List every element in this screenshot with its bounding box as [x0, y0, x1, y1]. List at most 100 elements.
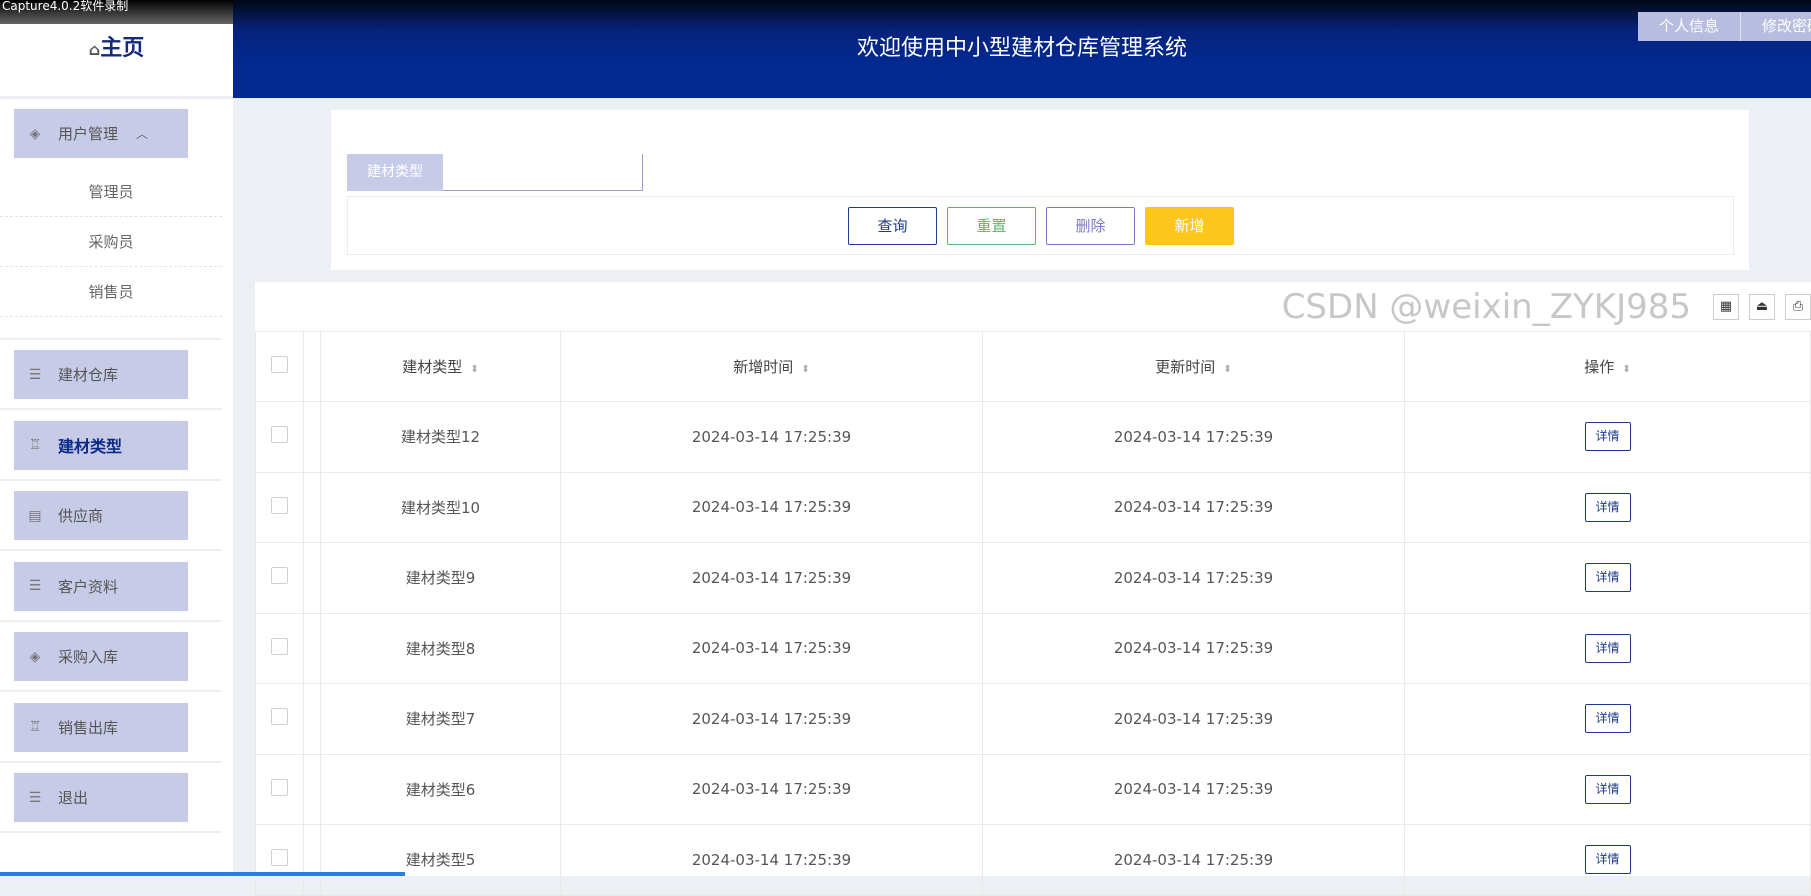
cell-updated: 2024-03-14 17:25:39 [982, 824, 1405, 896]
table-row: 建材类型9 2024-03-14 17:25:39 2024-03-14 17:… [255, 542, 1811, 614]
sidebar-subitem-seller[interactable]: 销售员 [0, 267, 222, 317]
select-all-checkbox[interactable] [271, 356, 288, 373]
cell-updated: 2024-03-14 17:25:39 [982, 683, 1405, 755]
row-checkbox[interactable] [271, 426, 288, 444]
capture-overlay: Capture4.0.2软件录制 [0, 0, 233, 24]
row-checkbox[interactable] [271, 849, 288, 867]
table-row: 建材类型8 2024-03-14 17:25:39 2024-03-14 17:… [255, 612, 1811, 684]
change-password-button[interactable]: 修改密码 [1741, 12, 1811, 41]
add-button[interactable]: 新增 [1145, 207, 1234, 245]
sidebar-subitem-purchaser[interactable]: 采购员 [0, 217, 222, 267]
watermark: CSDN @weixin_ZYKJ985 [1281, 287, 1691, 327]
cell-created: 2024-03-14 17:25:39 [560, 824, 983, 896]
row-checkbox[interactable] [271, 637, 288, 655]
home-link[interactable]: ⌂主页 [88, 36, 145, 61]
details-button[interactable]: 详情 [1584, 704, 1631, 734]
row-checkbox[interactable] [271, 708, 288, 726]
columns-icon[interactable]: ▦ [1713, 294, 1739, 320]
print-icon[interactable]: ⎙ [1785, 294, 1811, 320]
sidebar-subitem-admin[interactable]: 管理员 [0, 167, 222, 217]
alarm-icon: ♖ [28, 719, 42, 735]
divider [0, 338, 222, 340]
divider [0, 760, 222, 763]
sidebar-item-2[interactable]: ▤ 供应商 [14, 491, 188, 540]
sidebar-item-1[interactable]: ♖ 建材类型 [14, 420, 188, 470]
sidebar-item-user-management[interactable]: ◈ 用户管理 ︿ [14, 109, 188, 158]
horizontal-scrollbar[interactable] [0, 872, 405, 876]
cell-type: 建材类型7 [320, 683, 561, 755]
page-title: 欢迎使用中小型建材仓库管理系统 [856, 36, 1187, 61]
table-row: 建材类型12 2024-03-14 17:25:39 2024-03-14 17… [255, 401, 1811, 473]
export-icon[interactable]: ⏏ [1749, 294, 1775, 320]
table-row: 建材类型7 2024-03-14 17:25:39 2024-03-14 17:… [255, 683, 1811, 755]
column-header-updated[interactable]: 更新时间 ⬍ [982, 331, 1405, 402]
details-button[interactable]: 详情 [1584, 422, 1631, 452]
divider [0, 831, 222, 833]
row-checkbox[interactable] [271, 778, 288, 796]
divider [0, 549, 222, 551]
details-button[interactable]: 详情 [1584, 563, 1631, 593]
home-icon: ⌂ [88, 40, 101, 59]
search-panel: 建材类型 查询 重置 删除 新增 [331, 110, 1749, 270]
cell-type: 建材类型8 [320, 612, 561, 684]
list-icon: ☰ [28, 789, 42, 806]
query-button[interactable]: 查询 [848, 207, 937, 245]
sort-icon[interactable]: ⬍ [1223, 364, 1232, 375]
sidebar-item-5[interactable]: ♖ 销售出库 [14, 702, 188, 752]
cell-created: 2024-03-14 17:25:39 [560, 612, 983, 684]
cell-updated: 2024-03-14 17:25:39 [982, 753, 1405, 825]
profile-button[interactable]: 个人信息 [1638, 12, 1741, 41]
table-row: 建材类型6 2024-03-14 17:25:39 2024-03-14 17:… [255, 753, 1811, 825]
cell-created: 2024-03-14 17:25:39 [560, 753, 983, 825]
cell-updated: 2024-03-14 17:25:39 [982, 612, 1405, 684]
list-icon: ☰ [28, 578, 42, 594]
type-search-input[interactable] [443, 154, 643, 191]
header: 欢迎使用中小型建材仓库管理系统 个人信息 修改密码 [233, 0, 1811, 98]
divider [0, 408, 222, 410]
reset-button[interactable]: 重置 [947, 207, 1036, 245]
sidebar: ⌂主页 ◈ 用户管理 ︿ 管理员 采购员 销售员 ☰ 建材仓库 ♖ 建材类型 ▤… [0, 0, 233, 876]
delete-button[interactable]: 删除 [1046, 207, 1135, 245]
divider [0, 96, 233, 99]
cell-type: 建材类型12 [320, 401, 561, 473]
table-header-row: 建材类型 ⬍ 新增时间 ⬍ 更新时间 ⬍ 操作 ⬍ [255, 331, 1811, 402]
cell-created: 2024-03-14 17:25:39 [560, 471, 983, 543]
alarm-icon: ♖ [28, 437, 42, 453]
list-icon: ☰ [28, 366, 42, 383]
chevron-up-icon: ︿ [136, 127, 149, 141]
cell-updated: 2024-03-14 17:25:39 [982, 471, 1405, 543]
sidebar-item-4[interactable]: ◈ 采购入库 [14, 632, 188, 681]
column-header-action[interactable]: 操作 ⬍ [1404, 331, 1811, 402]
details-button[interactable]: 详情 [1584, 633, 1631, 663]
column-header-type[interactable]: 建材类型 ⬍ [320, 331, 561, 402]
divider [0, 690, 222, 692]
clipboard-icon: ▤ [28, 507, 42, 524]
sort-icon[interactable]: ⬍ [1622, 364, 1631, 375]
sort-icon[interactable]: ⬍ [470, 364, 479, 375]
cell-created: 2024-03-14 17:25:39 [560, 401, 983, 473]
cell-type: 建材类型10 [320, 471, 561, 543]
table-row: 建材类型10 2024-03-14 17:25:39 2024-03-14 17… [255, 471, 1811, 543]
table-card: ▦ ⏏ ⎙ 建材类型 ⬍ 新增时间 ⬍ 更新时间 ⬍ 操作 ⬍ 建材类型12 2024-… [255, 282, 1811, 896]
cell-created: 2024-03-14 17:25:39 [560, 683, 983, 755]
sidebar-item-0[interactable]: ☰ 建材仓库 [14, 350, 188, 399]
sidebar-item-6[interactable]: ☰ 退出 [14, 773, 188, 822]
row-checkbox[interactable] [271, 496, 288, 514]
layers-icon: ◈ [29, 125, 41, 142]
divider [0, 478, 222, 481]
search-label: 建材类型 [347, 154, 443, 191]
layers-icon: ◈ [29, 648, 41, 665]
sidebar-item-3[interactable]: ☰ 客户资料 [14, 561, 188, 611]
column-header-created[interactable]: 新增时间 ⬍ [560, 331, 983, 402]
details-button[interactable]: 详情 [1584, 492, 1631, 522]
cell-type: 建材类型9 [320, 542, 561, 614]
cell-type: 建材类型6 [320, 753, 561, 825]
details-button[interactable]: 详情 [1584, 774, 1631, 804]
details-button[interactable]: 详情 [1584, 845, 1631, 875]
divider [0, 619, 222, 622]
sort-icon[interactable]: ⬍ [801, 364, 810, 375]
cell-updated: 2024-03-14 17:25:39 [982, 401, 1405, 473]
cell-updated: 2024-03-14 17:25:39 [982, 542, 1405, 614]
button-bar: 查询 重置 删除 新增 [347, 196, 1734, 255]
row-checkbox[interactable] [271, 567, 288, 585]
